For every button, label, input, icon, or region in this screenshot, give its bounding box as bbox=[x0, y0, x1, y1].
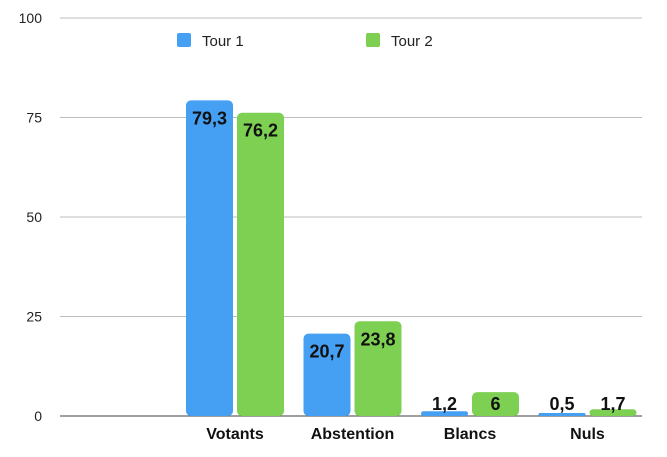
data-label: 0,5 bbox=[549, 394, 574, 414]
legend-swatch bbox=[177, 33, 191, 47]
bar bbox=[354, 321, 402, 416]
legend-label: Tour 2 bbox=[391, 33, 433, 50]
bar bbox=[421, 411, 468, 416]
bar bbox=[589, 409, 637, 416]
bar bbox=[237, 112, 284, 416]
category-label: Nuls bbox=[570, 426, 605, 443]
legend-label: Tour 1 bbox=[202, 33, 244, 50]
data-label: 1,2 bbox=[432, 394, 457, 414]
bar bbox=[186, 100, 233, 417]
category-label: Abstention bbox=[311, 426, 395, 443]
data-label: 76,2 bbox=[243, 121, 278, 141]
y-tick-label: 25 bbox=[26, 309, 42, 325]
data-labels: 79,3 76,2 20,7 23,8 1,2 6 0,5 1,7 bbox=[192, 108, 626, 414]
gridlines bbox=[60, 17, 642, 417]
y-tick-label: 75 bbox=[26, 110, 42, 126]
category-label: Blancs bbox=[444, 426, 497, 443]
y-tick-label: 50 bbox=[26, 209, 42, 225]
legend-swatch bbox=[366, 33, 380, 47]
bar bbox=[538, 413, 586, 416]
legend: Tour 1 Tour 2 bbox=[177, 33, 433, 50]
bars bbox=[186, 100, 637, 417]
data-label: 6 bbox=[490, 394, 500, 414]
data-label: 23,8 bbox=[360, 329, 395, 349]
y-tick-label: 0 bbox=[34, 408, 42, 424]
bar bbox=[472, 392, 519, 416]
data-label: 20,7 bbox=[309, 342, 344, 362]
category-label: Votants bbox=[206, 426, 264, 443]
y-tick-label: 100 bbox=[19, 10, 43, 26]
x-axis-category-labels: Votants Abstention Blancs Nuls bbox=[206, 426, 605, 443]
data-label: 79,3 bbox=[192, 108, 227, 128]
bar bbox=[303, 333, 351, 416]
data-label: 1,7 bbox=[600, 394, 625, 414]
y-axis-tick-labels: 0 25 50 75 100 bbox=[19, 10, 43, 424]
